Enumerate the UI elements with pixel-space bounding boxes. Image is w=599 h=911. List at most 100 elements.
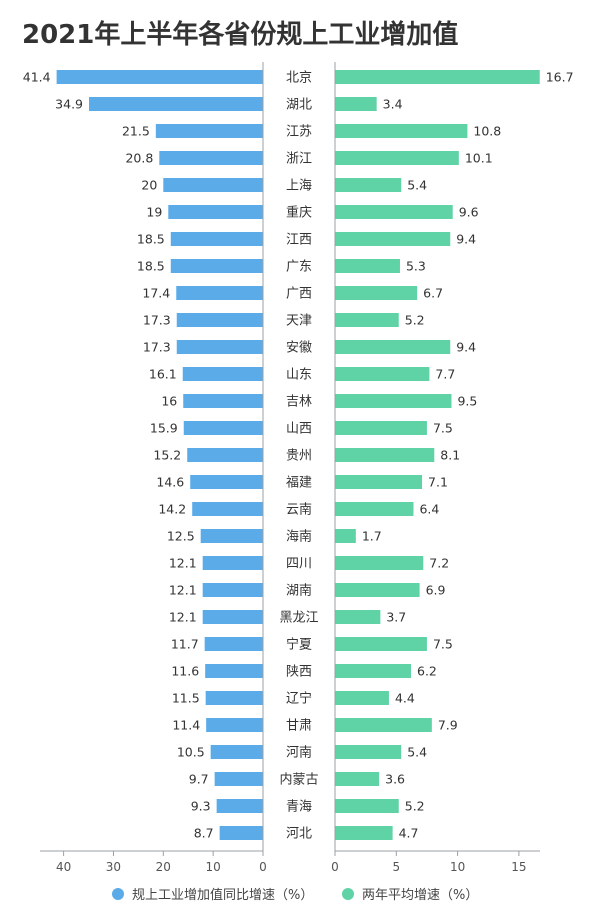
province-label: 云南 <box>286 502 312 518</box>
right-value-label: 8.1 <box>440 448 460 463</box>
legend-swatch-right <box>342 887 354 900</box>
left-value-label: 9.7 <box>189 772 209 787</box>
left-value-label: 17.3 <box>143 340 171 355</box>
right-bar <box>335 151 459 165</box>
right-bar <box>335 340 451 354</box>
left-value-label: 17.4 <box>142 286 170 301</box>
right-value-label: 6.4 <box>419 502 439 517</box>
right-bar <box>335 583 420 597</box>
right-value-label: 3.7 <box>386 610 406 625</box>
province-label: 山东 <box>286 368 312 383</box>
right-bar <box>335 772 380 786</box>
province-label: 河南 <box>286 745 312 761</box>
legend-label-right: 两年平均增速（%） <box>362 888 479 903</box>
right-bar <box>335 745 402 759</box>
province-label: 北京 <box>286 71 312 86</box>
province-label: 陕西 <box>286 665 312 680</box>
left-bar <box>155 124 263 138</box>
left-value-label: 10.5 <box>177 745 205 760</box>
left-value-label: 14.6 <box>156 475 184 490</box>
right-value-label: 10.8 <box>473 124 501 139</box>
province-label: 内蒙古 <box>279 772 318 788</box>
left-value-label: 34.9 <box>55 97 83 112</box>
left-value-label: 12.1 <box>169 556 197 571</box>
left-bar <box>176 286 263 300</box>
right-bar <box>335 394 452 408</box>
right-tick-label: 15 <box>511 860 526 874</box>
left-bar <box>205 664 263 678</box>
province-label: 海南 <box>286 529 312 545</box>
right-bar <box>335 556 424 570</box>
left-bar <box>187 448 263 462</box>
left-value-label: 18.5 <box>137 259 165 274</box>
left-tick-label: 20 <box>156 860 171 874</box>
right-value-label: 3.4 <box>383 97 403 112</box>
right-bar <box>335 70 540 84</box>
right-bar <box>335 610 381 624</box>
left-bar <box>214 772 263 786</box>
left-value-label: 12.5 <box>167 529 195 544</box>
left-value-label: 11.4 <box>172 718 200 733</box>
left-value-label: 20.8 <box>125 151 153 166</box>
left-tick-label: 30 <box>106 860 121 874</box>
chart-title: 2021年上半年各省份规上工业增加值 <box>22 20 459 50</box>
province-label: 湖南 <box>286 583 312 599</box>
left-bar <box>202 610 263 624</box>
left-bar <box>190 475 263 489</box>
right-bar <box>335 124 468 138</box>
left-value-label: 16.1 <box>149 367 177 382</box>
right-value-label: 1.7 <box>362 529 382 544</box>
province-label: 上海 <box>286 179 312 194</box>
left-value-label: 14.2 <box>158 502 186 517</box>
right-bar <box>335 286 418 300</box>
right-value-label: 5.2 <box>405 313 425 328</box>
province-label: 河北 <box>286 827 312 842</box>
right-bar <box>335 232 451 246</box>
right-value-label: 6.2 <box>417 664 437 679</box>
left-bar <box>176 313 263 327</box>
right-bar <box>335 502 414 516</box>
left-bar <box>163 178 263 192</box>
left-value-label: 16 <box>161 394 177 409</box>
right-value-label: 4.4 <box>395 691 415 706</box>
left-bar <box>159 151 263 165</box>
right-value-label: 9.5 <box>457 394 477 409</box>
left-bar <box>210 745 263 759</box>
left-value-label: 19 <box>146 205 162 220</box>
right-value-label: 5.4 <box>407 178 427 193</box>
right-tick-label: 10 <box>450 860 465 874</box>
province-label: 宁夏 <box>286 637 312 653</box>
left-bar <box>183 394 263 408</box>
province-label: 江西 <box>286 233 312 248</box>
left-value-label: 20 <box>141 178 157 193</box>
left-bar <box>205 691 263 705</box>
right-value-label: 5.2 <box>405 799 425 814</box>
legend-item-left[interactable]: 规上工业增加值同比增速（%） <box>112 884 313 903</box>
left-bar <box>183 421 263 435</box>
left-value-label: 21.5 <box>122 124 150 139</box>
province-label: 四川 <box>286 557 312 572</box>
right-value-label: 9.4 <box>456 232 476 247</box>
province-label: 江苏 <box>286 124 312 140</box>
bar-chart: 41.4 北京 16.7 34.9 湖北 3.4 21.5 江苏 10.8 20.8 浙江 10.1 2… <box>23 62 574 874</box>
left-value-label: 11.6 <box>171 664 199 679</box>
province-label: 广东 <box>286 260 312 275</box>
province-label: 广西 <box>286 287 312 302</box>
right-bar <box>335 97 377 111</box>
left-tick-label: 10 <box>206 860 221 874</box>
right-value-label: 7.7 <box>435 367 455 382</box>
right-value-label: 9.4 <box>456 340 476 355</box>
right-bar <box>335 826 393 840</box>
left-bar <box>182 367 263 381</box>
province-label: 福建 <box>286 476 312 491</box>
right-value-label: 6.9 <box>426 583 446 598</box>
legend-item-right[interactable]: 两年平均增速（%） <box>342 884 478 903</box>
right-value-label: 7.5 <box>433 421 453 436</box>
left-bar <box>219 826 263 840</box>
left-bar <box>206 718 263 732</box>
left-value-label: 9.3 <box>191 799 211 814</box>
right-tick-label: 5 <box>392 860 400 874</box>
left-tick-label: 0 <box>259 860 267 874</box>
left-bar <box>200 529 263 543</box>
legend-label-left: 规上工业增加值同比增速（%） <box>132 888 314 903</box>
